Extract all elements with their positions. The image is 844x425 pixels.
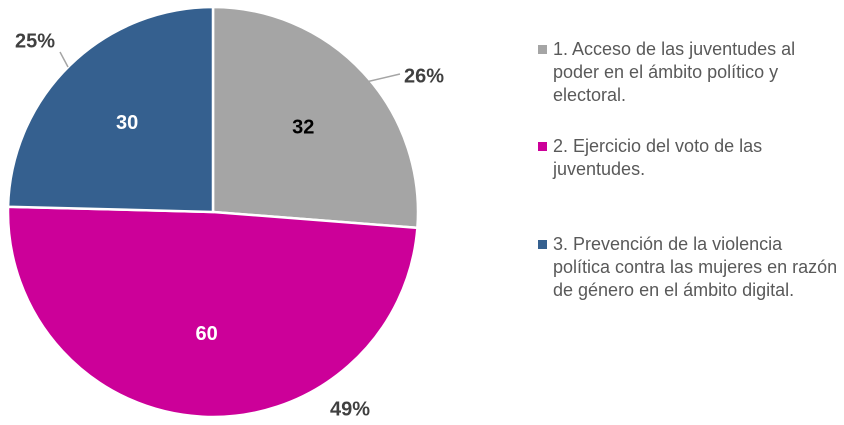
legend-label: 3. Prevención de la violencia política c… (553, 234, 838, 300)
value-label: 60 (196, 323, 218, 345)
slice (6, 205, 419, 419)
legend-item: 1. Acceso de las juventudes al poder en … (538, 38, 838, 107)
legend: 1. Acceso de las juventudes al poder en … (538, 38, 838, 330)
value-label: 32 (292, 117, 314, 139)
legend-item: 3. Prevención de la violencia política c… (538, 233, 838, 302)
legend-label: 1. Acceso de las juventudes al poder en … (553, 39, 796, 105)
leader-line (59, 51, 69, 68)
percentage-label: 26% (404, 65, 444, 87)
slice (6, 5, 215, 214)
value-label: 30 (116, 112, 138, 134)
legend-item: 2. Ejercicio del voto de las juventudes. (538, 135, 838, 181)
legend-label: 2. Ejercicio del voto de las juventudes. (553, 136, 763, 179)
percentage-label: 49% (330, 398, 370, 420)
leader-line (365, 73, 401, 83)
legend-swatch (538, 240, 547, 249)
legend-swatch (538, 142, 547, 151)
slice (211, 5, 420, 230)
legend-swatch (538, 45, 547, 54)
percentage-label: 25% (15, 30, 55, 52)
